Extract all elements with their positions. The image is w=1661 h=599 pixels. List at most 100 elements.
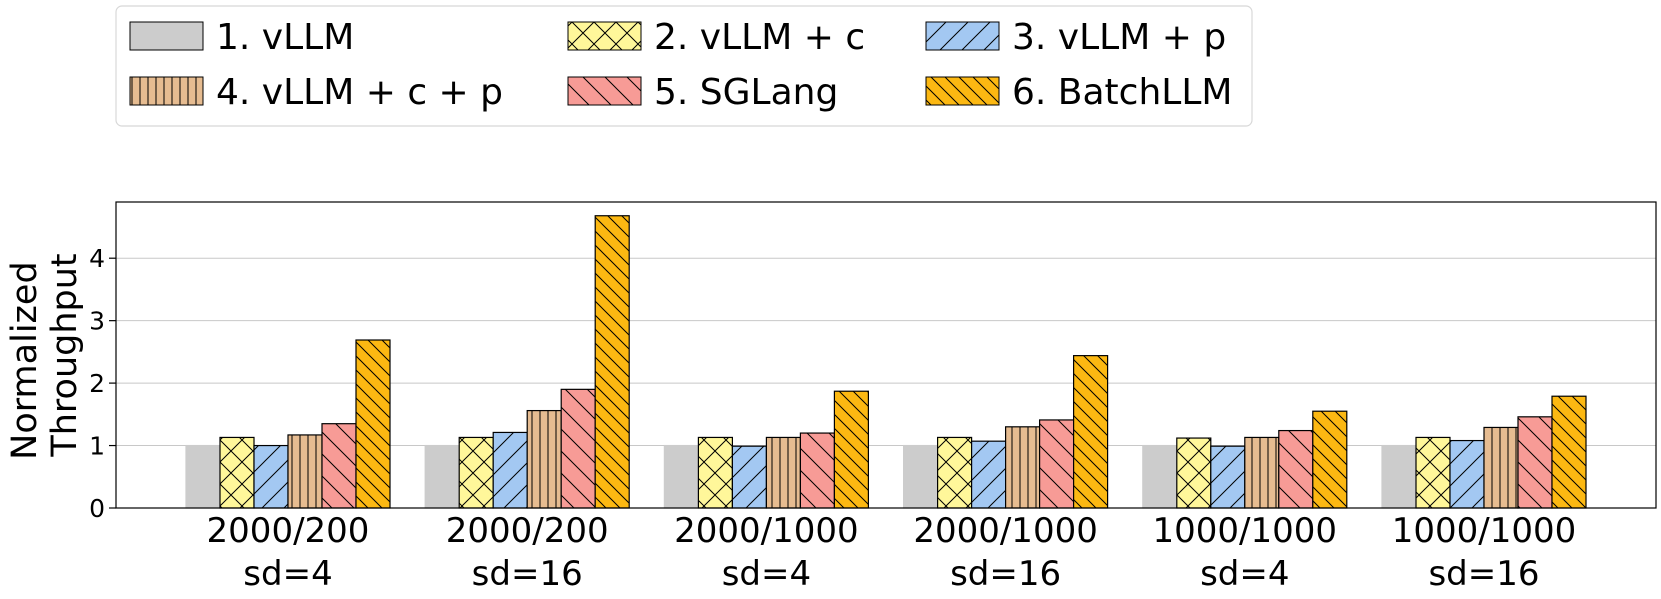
bar-4-cat-6 xyxy=(1483,426,1519,509)
legend-swatch-outline xyxy=(925,76,1000,106)
bar-1-cat-5 xyxy=(1142,444,1178,509)
y-tick-label: 3 xyxy=(89,307,105,336)
legend-item-6: 6. BatchLLM xyxy=(925,72,1232,113)
bar-hatch xyxy=(971,441,1006,508)
x-tick-label-line-1: 1000/1000 xyxy=(1153,511,1338,551)
legend-label: 4. vLLM + c + p xyxy=(216,72,503,113)
bar-6-cat-4 xyxy=(1072,355,1109,509)
x-tick-label-line-1: 2000/200 xyxy=(207,511,370,551)
bar-5-cat-2 xyxy=(560,388,596,509)
legend-label: 2. vLLM + c xyxy=(654,17,865,58)
bar-hatch xyxy=(459,437,494,508)
bar-hatch xyxy=(493,432,528,508)
bar-5-cat-4 xyxy=(1038,419,1075,509)
y-axis-label-line-1: Normalized xyxy=(5,261,45,459)
x-tick-label-line-2: sd=16 xyxy=(472,554,583,594)
x-tick-label-line-1: 2000/1000 xyxy=(913,511,1098,551)
x-tick-label-line-2: sd=16 xyxy=(1428,554,1539,594)
bar-hatch xyxy=(834,391,869,508)
legend-item-1: 1. vLLM xyxy=(129,17,354,58)
bar-4-cat-5 xyxy=(1244,436,1280,509)
legend-label: 6. BatchLLM xyxy=(1012,72,1232,113)
bar-3-cat-5 xyxy=(1210,445,1246,509)
bar-hatch xyxy=(1450,440,1484,508)
bar-hatch xyxy=(1176,438,1211,508)
bar-hatch xyxy=(1552,396,1586,508)
bar-2-cat-3 xyxy=(697,436,734,509)
bar-hatch xyxy=(527,410,562,508)
bars xyxy=(185,215,1587,509)
bar-1-cat-2 xyxy=(424,444,460,509)
bar-hatch xyxy=(766,437,801,508)
legend-swatch-outline xyxy=(567,76,642,106)
bar-hatch xyxy=(356,340,390,508)
bar-hatch xyxy=(561,389,596,508)
bar-5-cat-5 xyxy=(1278,429,1314,509)
x-tick-label-line-2: sd=4 xyxy=(243,554,332,594)
y-tick-label: 1 xyxy=(89,432,105,461)
bar-fill xyxy=(1382,445,1416,508)
legend-swatch-hatch xyxy=(130,77,203,105)
bar-hatch xyxy=(1484,427,1518,508)
bar-2-cat-1 xyxy=(219,436,255,509)
bar-fill xyxy=(664,445,699,508)
legend-item-3: 3. vLLM + p xyxy=(925,17,1226,58)
bar-3-cat-6 xyxy=(1449,439,1485,509)
y-tick-label: 4 xyxy=(89,244,105,273)
bar-1-cat-3 xyxy=(663,444,700,509)
legend-label: 3. vLLM + p xyxy=(1012,17,1226,58)
x-tick-label-line-2: sd=4 xyxy=(722,554,811,594)
bar-4-cat-2 xyxy=(526,409,562,509)
bar-hatch xyxy=(1518,416,1552,508)
x-tick-label-line-2: sd=16 xyxy=(950,554,1061,594)
legend-item-2: 2. vLLM + c xyxy=(567,17,865,58)
bar-5-cat-3 xyxy=(799,432,836,509)
bar-2-cat-2 xyxy=(458,436,494,509)
x-tick-label: 1000/1000 sd=4 xyxy=(1153,511,1338,594)
bar-5-cat-1 xyxy=(321,423,357,509)
x-tick-label: 2000/200 sd=4 xyxy=(207,511,370,594)
legend-swatch-hatch xyxy=(568,77,641,105)
legend-label: 1. vLLM xyxy=(216,17,354,58)
bar-hatch xyxy=(800,433,835,508)
x-tick-label: 1000/1000 sd=16 xyxy=(1392,511,1577,594)
bar-2-cat-5 xyxy=(1176,437,1212,509)
y-axis-label: Normalized Throughput xyxy=(5,250,85,460)
bar-3-cat-4 xyxy=(970,440,1007,509)
bar-fill xyxy=(1142,445,1177,508)
bar-1-cat-1 xyxy=(185,444,221,509)
bar-hatch xyxy=(1005,426,1040,508)
legend-swatch-outline xyxy=(925,21,1000,51)
bar-5-cat-6 xyxy=(1517,416,1553,509)
bar-hatch xyxy=(220,437,254,508)
legend-swatch-fill xyxy=(130,22,203,50)
bar-hatch xyxy=(698,437,733,508)
bar-6-cat-2 xyxy=(594,215,630,509)
bar-hatch xyxy=(595,215,630,508)
bar-hatch xyxy=(732,446,767,508)
bar-6-cat-1 xyxy=(355,339,391,509)
bar-hatch xyxy=(254,445,288,508)
bar-6-cat-5 xyxy=(1312,410,1348,509)
grid xyxy=(116,257,1656,447)
bar-fill xyxy=(903,445,938,508)
bar-fill xyxy=(425,445,460,508)
bar-hatch xyxy=(1210,446,1245,508)
legend-swatch-hatch xyxy=(926,22,999,50)
legend-swatch-outline xyxy=(567,21,642,51)
bar-hatch xyxy=(1244,437,1279,508)
bar-6-cat-3 xyxy=(833,390,870,509)
x-tick-label-line-2: sd=4 xyxy=(1200,554,1289,594)
bar-hatch xyxy=(1312,411,1347,508)
bar-3-cat-1 xyxy=(253,444,289,509)
bar-hatch xyxy=(937,437,972,508)
y-axis-ticks: 0 1 2 3 4 xyxy=(89,244,116,523)
legend-item-5: 5. SGLang xyxy=(567,72,838,113)
x-tick-label-line-1: 2000/200 xyxy=(446,511,609,551)
legend-swatch-outline xyxy=(129,21,204,51)
bar-hatch xyxy=(1278,430,1313,508)
bar-2-cat-4 xyxy=(936,436,973,509)
bar-4-cat-3 xyxy=(765,436,802,509)
